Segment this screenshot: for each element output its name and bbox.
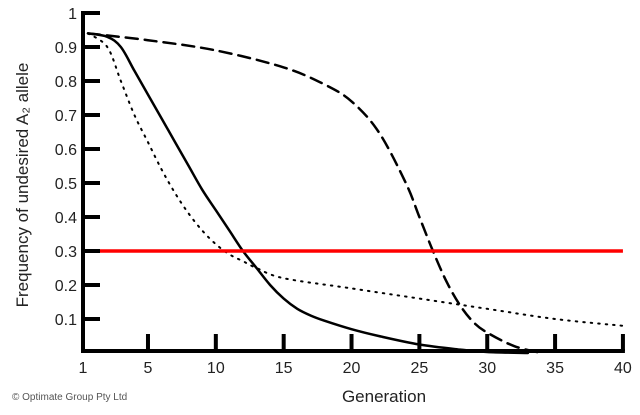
x-tick-label: 35 bbox=[546, 360, 564, 377]
x-tick-label: 1 bbox=[79, 360, 88, 377]
x-tick-label: 5 bbox=[144, 360, 153, 377]
series-dotted-line bbox=[87, 32, 624, 327]
y-axis-title: Frequency of undesired A₂ allele bbox=[13, 63, 32, 308]
series-solid-line bbox=[86, 32, 530, 355]
y-tick-label: 0.2 bbox=[55, 278, 77, 295]
y-tick-label: 0.3 bbox=[55, 244, 77, 261]
y-tick-label: 0.4 bbox=[55, 210, 77, 227]
x-tick-label: 15 bbox=[275, 360, 293, 377]
y-tick-label: 0.7 bbox=[55, 108, 77, 125]
y-tick-label: 0.6 bbox=[55, 142, 77, 159]
y-tick-label: 0.1 bbox=[55, 312, 77, 329]
y-tick-label: 0.9 bbox=[55, 40, 77, 57]
series-dashed-line bbox=[86, 32, 543, 355]
x-tick-label: 25 bbox=[410, 360, 428, 377]
x-tick-label: 20 bbox=[343, 360, 361, 377]
x-tick-label: 10 bbox=[207, 360, 225, 377]
y-tick-label: 0.5 bbox=[55, 176, 77, 193]
x-tick-label: 40 bbox=[614, 360, 632, 377]
y-tick-label: 0.8 bbox=[55, 74, 77, 91]
x-tick-label: 30 bbox=[478, 360, 496, 377]
copyright-notice: © Optimate Group Pty Ltd bbox=[12, 392, 128, 403]
x-axis-title: Generation bbox=[342, 387, 426, 406]
y-tick-label: 1 bbox=[68, 6, 77, 23]
